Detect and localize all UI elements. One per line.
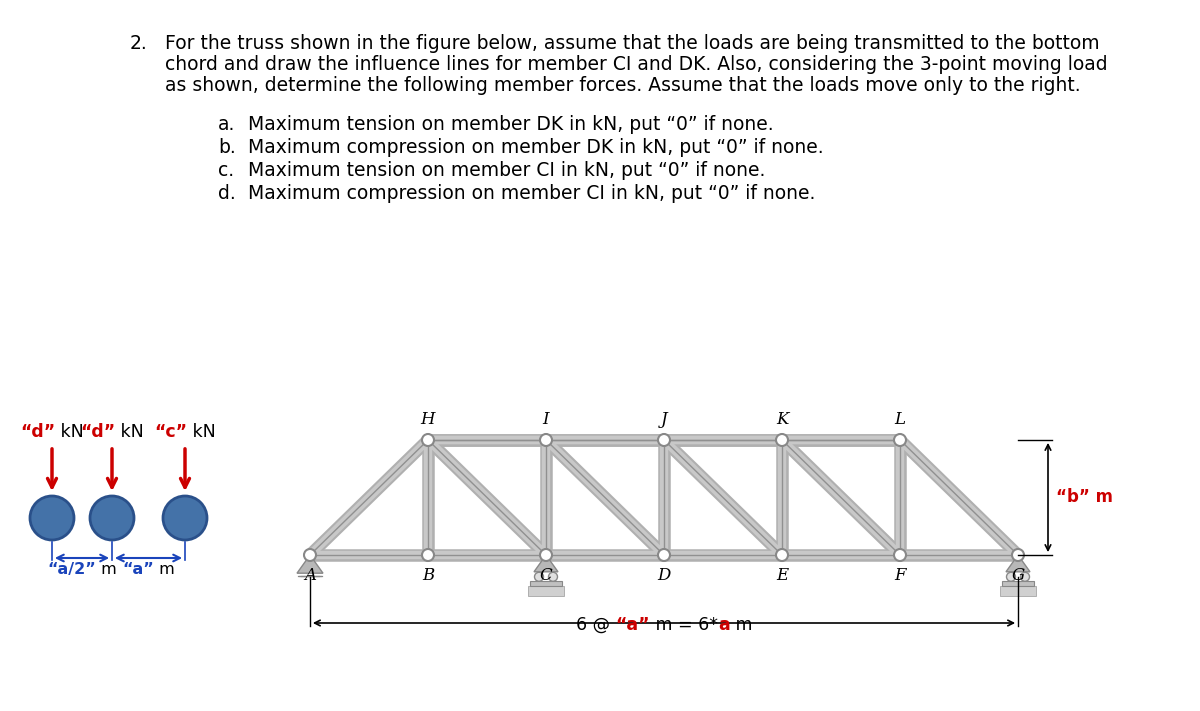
Text: K: K: [776, 411, 788, 428]
Text: m: m: [154, 562, 175, 577]
Text: Maximum tension on member CI in kN, put “0” if none.: Maximum tension on member CI in kN, put …: [248, 161, 766, 180]
Text: G: G: [1012, 567, 1025, 584]
Bar: [528, 586, 564, 596]
Text: m = 6*: m = 6*: [650, 616, 718, 634]
Circle shape: [658, 434, 670, 446]
Text: “a”: “a”: [122, 562, 154, 577]
Text: Maximum compression on member CI in kN, put “0” if none.: Maximum compression on member CI in kN, …: [248, 184, 815, 203]
Text: m: m: [96, 562, 116, 577]
Circle shape: [658, 549, 670, 561]
Text: “c”: “c”: [154, 423, 187, 441]
Text: C: C: [540, 567, 552, 584]
Circle shape: [894, 434, 906, 446]
Text: E: E: [776, 567, 788, 584]
Circle shape: [1012, 549, 1024, 561]
Text: d.: d.: [218, 184, 235, 203]
Text: Maximum tension on member DK in kN, put “0” if none.: Maximum tension on member DK in kN, put …: [248, 115, 774, 134]
Circle shape: [304, 549, 316, 561]
Text: kN: kN: [115, 423, 144, 441]
Text: A: A: [304, 567, 316, 584]
Circle shape: [534, 572, 544, 582]
Text: H: H: [421, 411, 436, 428]
Text: J: J: [661, 411, 667, 428]
Text: B: B: [422, 567, 434, 584]
Text: I: I: [542, 411, 550, 428]
Text: “d”: “d”: [80, 423, 115, 441]
Text: D: D: [658, 567, 671, 584]
Text: F: F: [894, 567, 906, 584]
Text: “a”: “a”: [616, 616, 650, 634]
Circle shape: [30, 496, 74, 540]
Bar: [530, 581, 562, 586]
Circle shape: [422, 549, 434, 561]
Text: L: L: [894, 411, 906, 428]
Text: 6 @: 6 @: [576, 616, 616, 634]
Text: m: m: [730, 616, 752, 634]
Circle shape: [776, 434, 788, 446]
Text: “b” m: “b” m: [1056, 488, 1114, 506]
Text: c.: c.: [218, 161, 234, 180]
Text: a.: a.: [218, 115, 235, 134]
Circle shape: [163, 496, 208, 540]
Polygon shape: [534, 555, 558, 572]
Text: kN: kN: [187, 423, 216, 441]
Circle shape: [90, 496, 134, 540]
Circle shape: [422, 434, 434, 446]
Text: as shown, determine the following member forces. Assume that the loads move only: as shown, determine the following member…: [166, 76, 1081, 95]
Circle shape: [776, 549, 788, 561]
Circle shape: [548, 572, 558, 582]
Text: 2.: 2.: [130, 34, 148, 53]
Circle shape: [540, 434, 552, 446]
Bar: [1002, 581, 1034, 586]
Circle shape: [1020, 572, 1030, 582]
Text: kN: kN: [55, 423, 84, 441]
Polygon shape: [298, 555, 323, 573]
Circle shape: [1007, 572, 1015, 582]
Text: a: a: [718, 616, 730, 634]
Circle shape: [540, 549, 552, 561]
Text: b.: b.: [218, 138, 235, 157]
Text: Maximum compression on member DK in kN, put “0” if none.: Maximum compression on member DK in kN, …: [248, 138, 823, 157]
Text: For the truss shown in the figure below, assume that the loads are being transmi: For the truss shown in the figure below,…: [166, 34, 1099, 53]
Bar: [1000, 586, 1036, 596]
Text: chord and draw the influence lines for member CI and DK. Also, considering the 3: chord and draw the influence lines for m…: [166, 55, 1108, 74]
Text: “a/2”: “a/2”: [47, 562, 96, 577]
Circle shape: [894, 549, 906, 561]
Text: “d”: “d”: [20, 423, 55, 441]
Polygon shape: [1006, 555, 1030, 572]
